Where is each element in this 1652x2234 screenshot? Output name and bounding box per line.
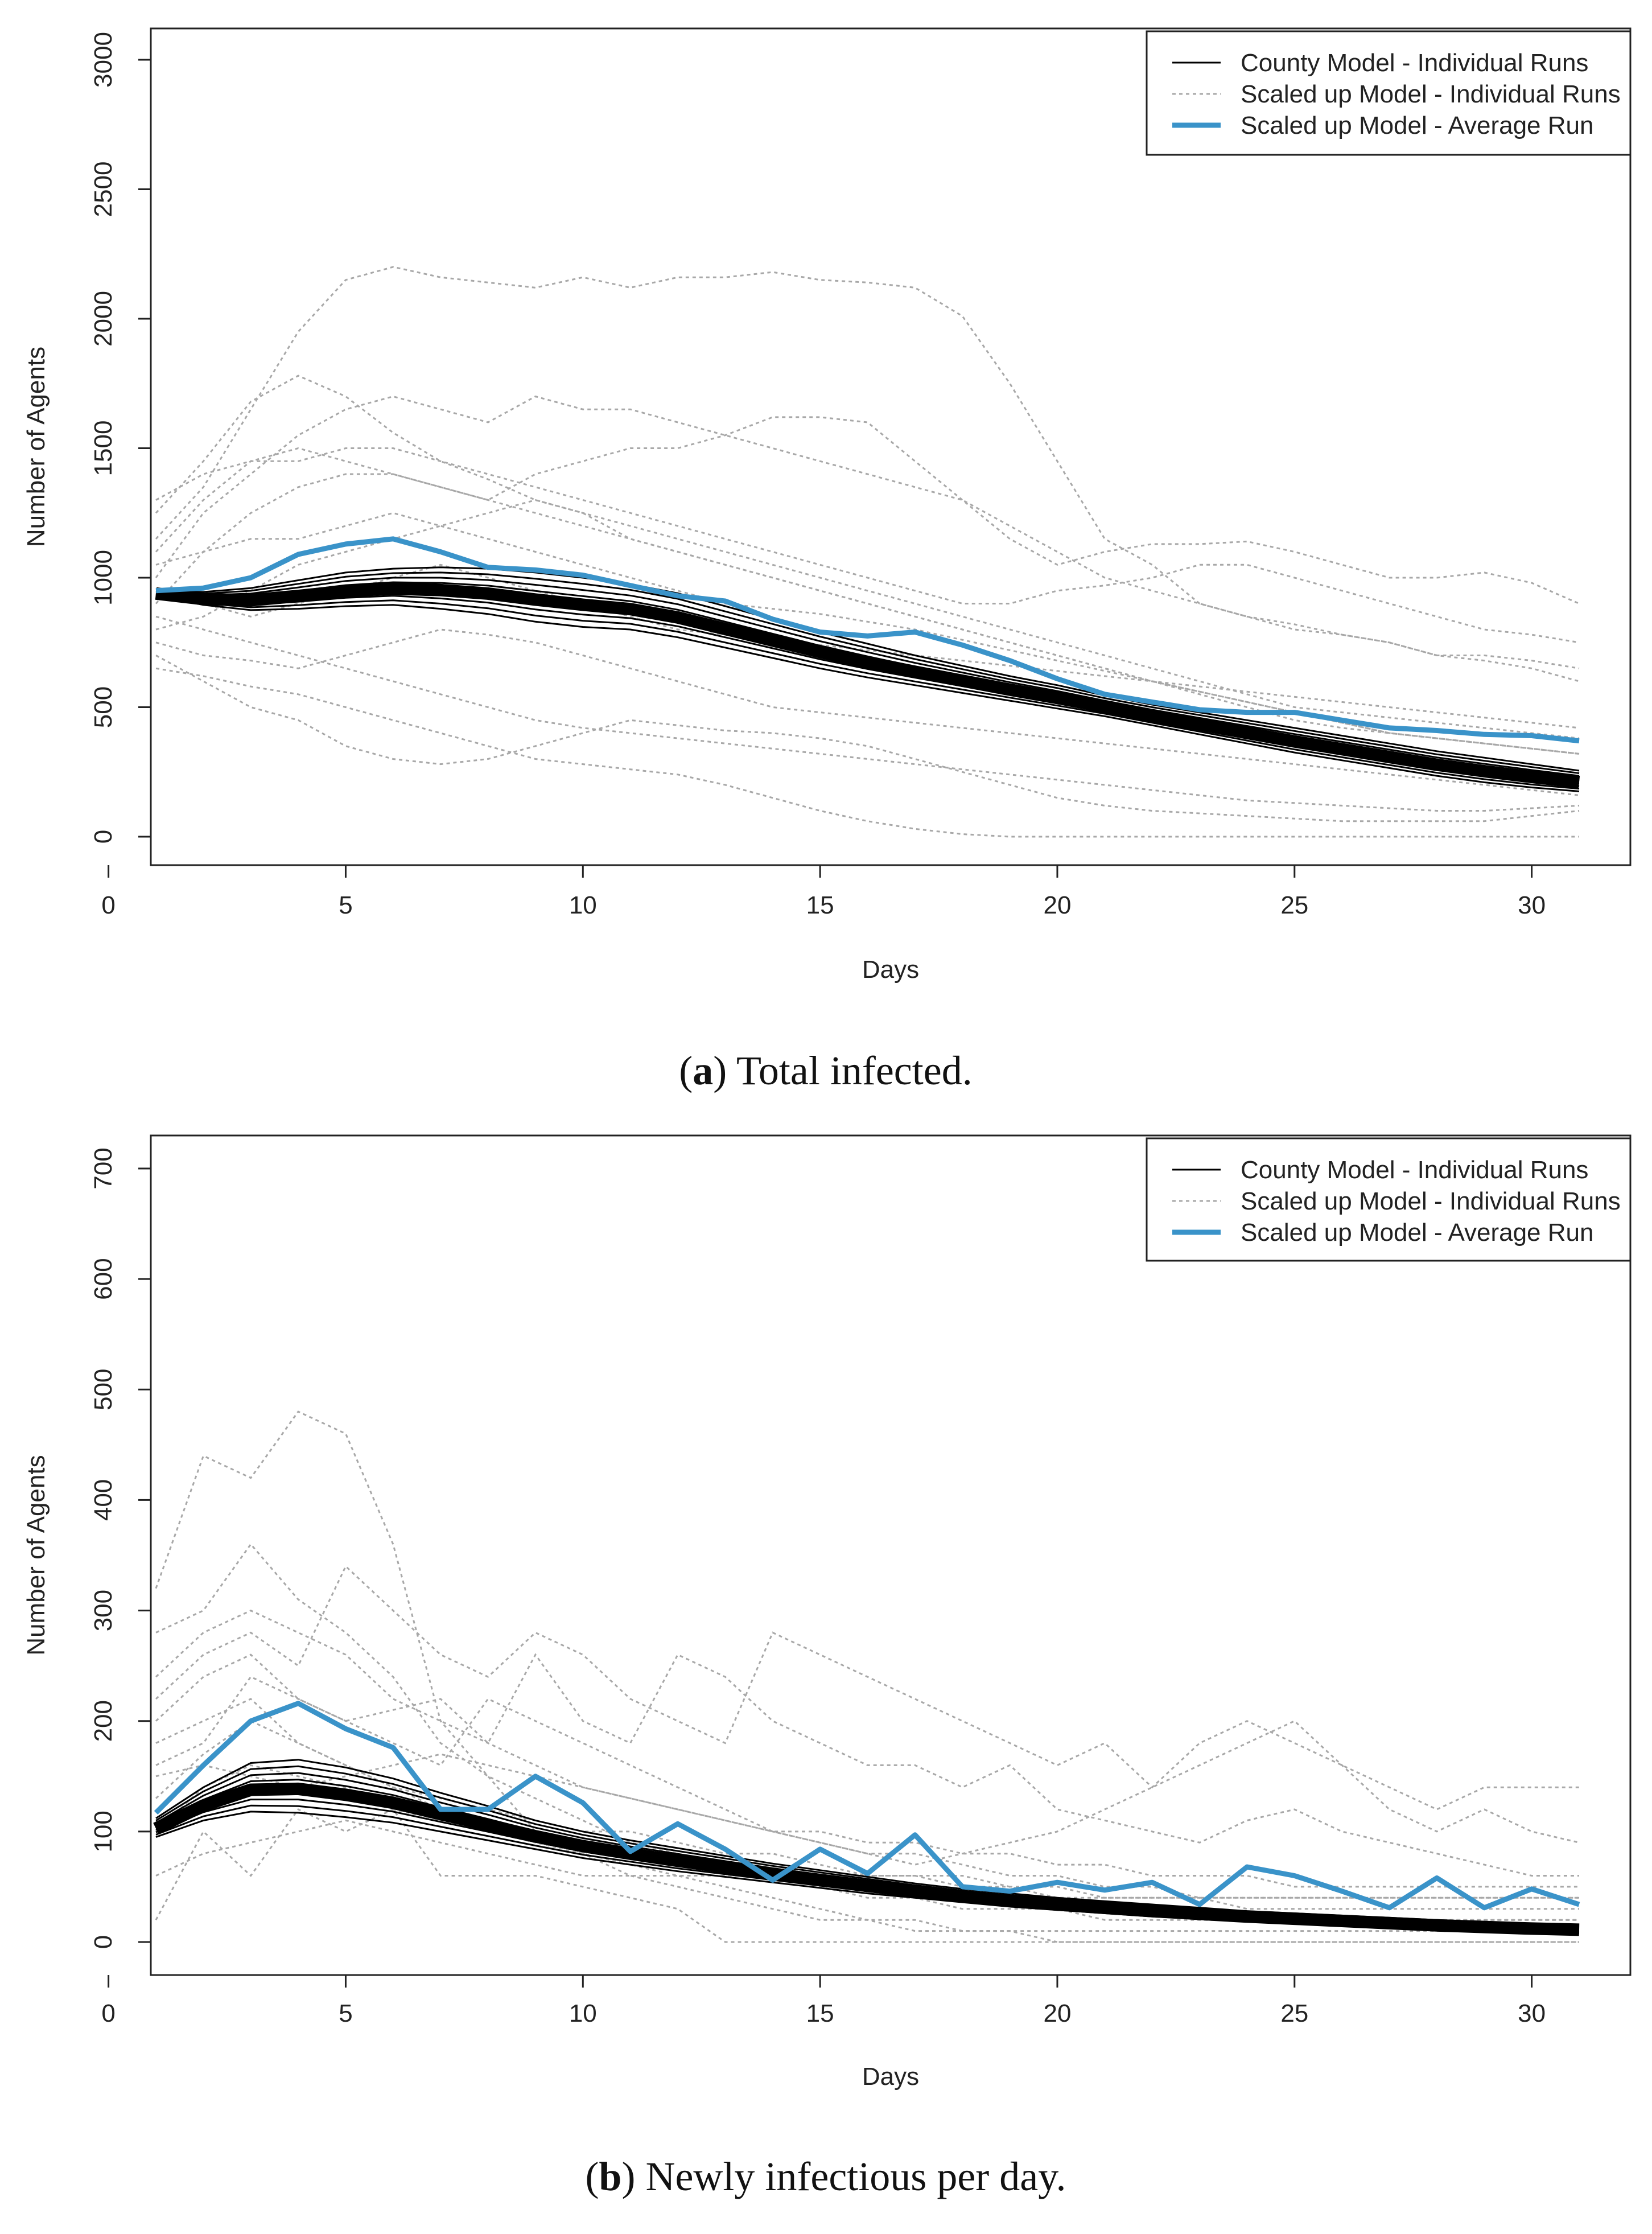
- county-run-line: [155, 571, 1580, 774]
- y-tick-label: 300: [89, 1590, 117, 1631]
- x-tick-label: 15: [806, 2000, 834, 2027]
- scaled-run-line: [155, 1719, 1579, 1943]
- y-tick-label: 2500: [89, 162, 117, 217]
- y-tick-label: 100: [89, 1811, 117, 1852]
- figure-caption: (a) Total infected.: [679, 1048, 972, 1093]
- plot-frame: [150, 27, 1632, 866]
- y-tick-label: 500: [89, 1369, 117, 1410]
- county-run-line: [155, 577, 1580, 777]
- scaled-run-line: [155, 512, 1580, 755]
- legend-average-label: Scaled up Model - Average Run: [1241, 112, 1593, 139]
- x-axis-title: Days: [862, 956, 919, 984]
- scaled-run-line: [155, 628, 1580, 796]
- scaled-run-line: [155, 416, 1580, 604]
- scaled-run-line: [155, 375, 1580, 755]
- y-tick-label: 0: [89, 830, 117, 844]
- legend-average-label: Scaled up Model - Average Run: [1241, 1219, 1593, 1246]
- x-tick-label: 25: [1280, 891, 1308, 919]
- chart-panel-b: 0 100 200 300 400 500 600 700 0 5 10 15 20 25 30 Number…: [22, 1134, 1632, 2199]
- x-tick-label: 5: [339, 2000, 352, 2027]
- y-tick-label: 1000: [89, 550, 117, 606]
- scaled-run-line: [155, 1565, 1579, 1811]
- scaled-run-line: [155, 1753, 1579, 1888]
- x-tick-label: 30: [1518, 2000, 1546, 2027]
- scaled-run-line: [155, 1808, 1579, 1943]
- x-tick-label: 0: [101, 891, 115, 919]
- y-axis-title: Number of Agents: [22, 347, 50, 547]
- y-tick-label: 2000: [89, 291, 117, 347]
- y-tick-label: 3000: [89, 32, 117, 88]
- x-tick-label: 5: [339, 891, 352, 919]
- y-tick-label: 0: [89, 1935, 117, 1949]
- caption-open-paren: (: [679, 1048, 693, 1093]
- plot-frame: [150, 1134, 1632, 1976]
- x-tick-label: 10: [569, 2000, 597, 2027]
- y-tick-label: 400: [89, 1479, 117, 1521]
- average-run-line: [155, 536, 1580, 744]
- plot-area: [153, 1410, 1580, 1943]
- y-tick-label: 1500: [89, 421, 117, 476]
- legend-box: [1146, 30, 1632, 156]
- figure-caption: (b) Newly infectious per day.: [585, 2154, 1066, 2199]
- chart-panel-a: 0 500 1000 1500 2000 2500 3000 0 5 10 15 20 25 30 Numb…: [22, 27, 1632, 1093]
- x-tick-label: 20: [1043, 2000, 1071, 2027]
- caption-text: ) Total infected.: [713, 1048, 972, 1093]
- x-axis-title: Days: [862, 2063, 919, 2091]
- scaled-run-line: [155, 1609, 1579, 1899]
- x-tick-label: 0: [101, 2000, 115, 2027]
- scaled-run-line: [155, 1653, 1580, 1866]
- x-tick-label: 10: [569, 891, 597, 919]
- county-run-core: [153, 1782, 1580, 1936]
- legend-county-label: County Model - Individual Runs: [1241, 1156, 1588, 1184]
- x-tick-label: 15: [806, 891, 834, 919]
- legend-box: [1146, 1137, 1632, 1262]
- x-tick-label: 30: [1518, 891, 1546, 919]
- x-tick-label: 20: [1043, 891, 1071, 919]
- caption-letter: b: [599, 2154, 621, 2199]
- legend: County Model - Individual Runs Scaled up …: [1146, 30, 1632, 156]
- y-tick-label: 500: [89, 686, 117, 728]
- y-axis-title: Number of Agents: [22, 1455, 50, 1655]
- caption-open-paren: (: [585, 2154, 599, 2199]
- plot-area: [155, 266, 1580, 838]
- scaled-run-line: [155, 499, 1580, 739]
- caption-letter: a: [693, 1048, 713, 1093]
- y-tick-label: 200: [89, 1700, 117, 1742]
- scaled-run-line: [155, 447, 1580, 644]
- county-run-line: [155, 1804, 1580, 1933]
- scaled-run-line: [155, 667, 1579, 838]
- scaled-run-line: [155, 1819, 1579, 1910]
- county-run-core: [155, 582, 1580, 788]
- legend-county-label: County Model - Individual Runs: [1241, 49, 1588, 77]
- y-tick-label: 600: [89, 1258, 117, 1299]
- legend-scaled-label: Scaled up Model - Individual Runs: [1241, 1187, 1621, 1215]
- county-run-line: [155, 594, 1580, 790]
- legend-scaled-label: Scaled up Model - Individual Runs: [1241, 80, 1621, 108]
- county-run-line: [155, 566, 1580, 772]
- legend: County Model - Individual Runs Scaled up …: [1146, 1137, 1632, 1262]
- scaled-run-line: [155, 395, 1580, 682]
- scaled-run-line: [155, 615, 1580, 812]
- average-run-line: [154, 1701, 1580, 1911]
- scaled-run-line: [155, 655, 1580, 822]
- scaled-run-line: [155, 1653, 1579, 1877]
- y-tick-label: 700: [89, 1147, 117, 1189]
- scaled-run-line: [155, 266, 1580, 669]
- caption-text: ) Newly infectious per day.: [621, 2154, 1066, 2199]
- county-run-line: [155, 595, 1580, 792]
- x-tick-label: 25: [1280, 2000, 1308, 2027]
